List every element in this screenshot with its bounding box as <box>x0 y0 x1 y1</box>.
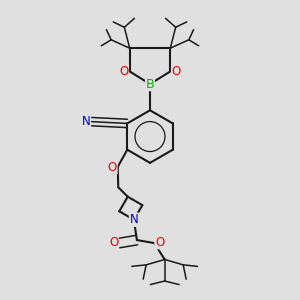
Text: O: O <box>119 65 128 78</box>
Text: B: B <box>146 77 154 91</box>
Text: O: O <box>109 236 118 249</box>
Text: O: O <box>155 236 164 249</box>
Text: N: N <box>82 115 90 128</box>
Text: O: O <box>172 65 181 78</box>
Text: N: N <box>130 213 138 226</box>
Text: O: O <box>108 160 117 173</box>
